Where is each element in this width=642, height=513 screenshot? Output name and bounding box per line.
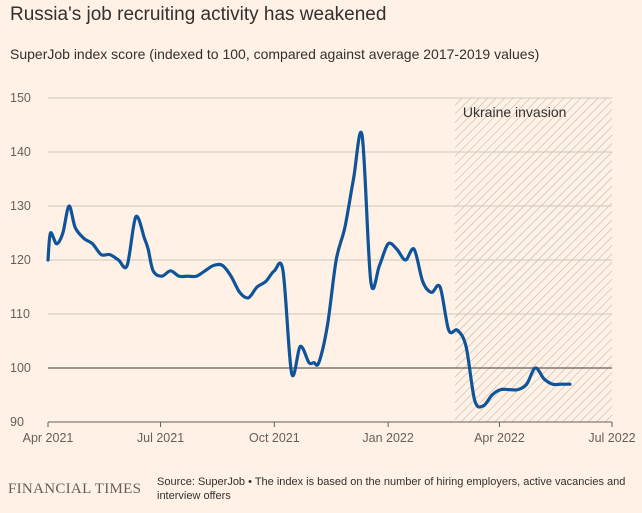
chart-title: Russia's job recruiting activity has wea…	[10, 4, 387, 25]
ukraine-invasion-label: Ukraine invasion	[463, 104, 566, 120]
source-note: Source: SuperJob • The index is based on…	[157, 476, 626, 502]
y-tick-label: 100	[10, 361, 31, 375]
chart-subtitle: SuperJob index score (indexed to 100, co…	[10, 46, 540, 62]
x-tick-label: Jan 2022	[362, 431, 413, 445]
x-tick-label: Jul 2021	[137, 431, 184, 445]
x-tick-label: Apr 2022	[474, 431, 525, 445]
line-chart: 90 100 110 120 130 140 150 Apr 2021 Jul 2021 Oct…	[10, 91, 636, 445]
y-tick-label: 140	[10, 145, 31, 159]
y-tick-label: 130	[10, 199, 31, 213]
x-tick-label: Oct 2021	[249, 431, 300, 445]
y-tick-label: 110	[10, 307, 30, 321]
ft-logo: FINANCIAL TIMES	[8, 481, 142, 497]
x-tick-label: Apr 2021	[23, 431, 74, 445]
x-tick-label: Jul 2022	[588, 431, 635, 445]
y-tick-label: 120	[10, 253, 31, 267]
y-tick-label: 90	[10, 415, 24, 429]
series-line	[46, 130, 572, 409]
y-tick-label: 150	[10, 91, 31, 105]
